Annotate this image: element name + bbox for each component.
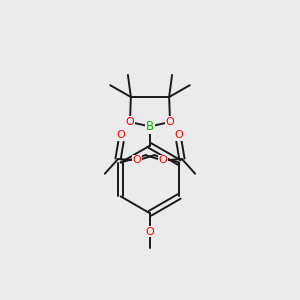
Text: O: O	[146, 226, 154, 237]
Text: O: O	[117, 130, 125, 140]
Text: O: O	[126, 117, 134, 127]
Text: O: O	[166, 117, 174, 127]
Text: O: O	[175, 130, 183, 140]
Text: B: B	[146, 120, 154, 133]
Text: O: O	[158, 155, 167, 166]
Text: O: O	[133, 155, 142, 166]
